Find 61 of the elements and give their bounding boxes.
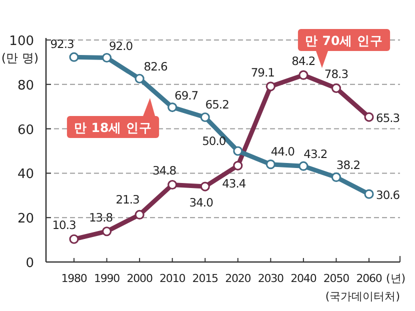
point [69, 52, 79, 62]
data-label: 13.8 [88, 210, 113, 224]
x-tick-label: 2010 [160, 272, 186, 285]
data-label: 21.3 [116, 192, 140, 207]
point [134, 74, 144, 84]
series-label: 만 70세 인구 [304, 33, 384, 48]
data-label: 65.2 [205, 97, 230, 112]
data-label: 79.1 [250, 65, 275, 80]
text: (국가데이터처) [325, 290, 400, 303]
data-label: 82.6 [144, 60, 168, 74]
data-label: 44.0 [270, 144, 295, 158]
point [69, 234, 79, 244]
point [364, 112, 374, 122]
y-tick-label: 40 [17, 167, 34, 182]
data-label: 78.3 [324, 67, 348, 82]
y-tick-label: 80 [17, 78, 34, 94]
x-axis-title: (년) [386, 272, 406, 285]
x-tick-label: 2040 [290, 272, 317, 285]
data-label: 43.2 [304, 147, 328, 162]
x-tick-label: 2060 [356, 272, 382, 285]
y-axis-title: (만 명) [1, 51, 39, 65]
point [266, 82, 276, 92]
point [168, 180, 178, 190]
y-tick-label: 20 [17, 212, 34, 227]
x-tick-label: 2015 [192, 272, 218, 285]
series-label: 만 18세 인구 [74, 120, 152, 135]
data-label: 65.3 [376, 111, 400, 126]
point [331, 83, 342, 93]
point [134, 210, 144, 220]
data-label: 69.7 [174, 88, 198, 102]
data-label: 30.6 [376, 188, 400, 202]
point [266, 160, 276, 170]
x-tick-label: 1990 [94, 272, 120, 285]
x-tick-label: 2030 [258, 272, 284, 285]
x-tick-label: 2020 [225, 272, 252, 285]
data-label: 34.8 [152, 164, 176, 178]
data-label: 10.3 [52, 218, 76, 232]
point [298, 70, 308, 80]
point [200, 182, 210, 192]
point [200, 112, 210, 122]
data-label: 50.0 [202, 134, 226, 148]
y-tick-label: 60 [17, 122, 34, 138]
point [102, 52, 112, 63]
point [298, 161, 308, 171]
point [331, 172, 342, 182]
data-label: 84.2 [292, 54, 316, 68]
data-label: 38.2 [336, 158, 360, 172]
data-label: 92.0 [108, 38, 133, 53]
data-label: 34.0 [189, 196, 214, 210]
point [364, 189, 374, 199]
point [168, 102, 178, 112]
data-label: 43.4 [222, 176, 246, 191]
x-tick-label: 2000 [126, 272, 153, 285]
x-tick-label: 1980 [61, 272, 88, 285]
y-tick-label: 0 [26, 256, 34, 271]
y-tick-label: 100 [9, 34, 34, 49]
point [102, 226, 112, 236]
x-tick-label: 2050 [323, 272, 350, 285]
point [233, 160, 243, 170]
point [233, 146, 243, 156]
data-label: 92.3 [50, 37, 74, 52]
